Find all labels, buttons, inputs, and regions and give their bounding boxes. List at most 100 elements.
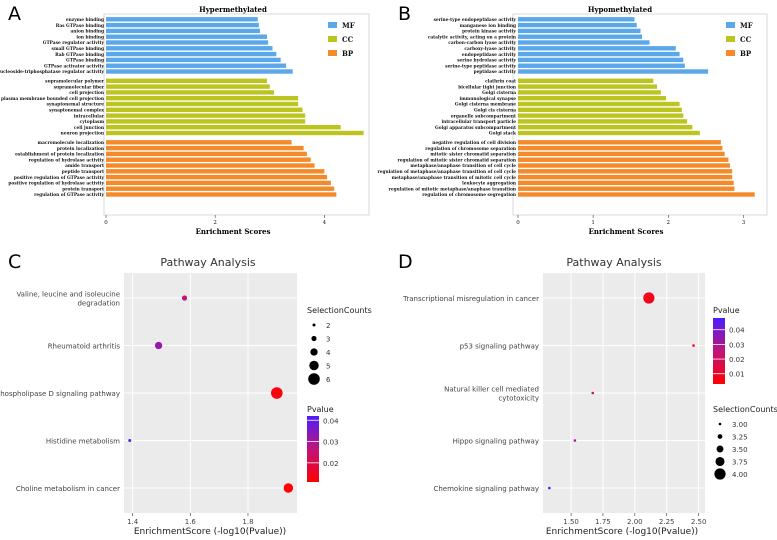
d-size-legend-dot bbox=[714, 468, 726, 480]
a-bar bbox=[106, 163, 315, 168]
b-category-label: regulation of chromosome segregation bbox=[422, 193, 517, 198]
b-category-label: Golgi stack bbox=[489, 132, 517, 137]
a-bar bbox=[106, 57, 281, 63]
c-size-legend-label: 5 bbox=[326, 363, 330, 371]
b-category-label: endopeptidase activity bbox=[462, 53, 517, 58]
c-color-tick-label: 0.02 bbox=[323, 460, 339, 468]
b-category-label: negative regulation of cell division bbox=[432, 141, 517, 146]
b-x-tick-label: 1 bbox=[591, 220, 595, 226]
b-legend-swatch bbox=[726, 22, 735, 28]
a-category-label: positive regulation of GTPase activity bbox=[14, 176, 105, 181]
c-category-label: Histidine metabolism bbox=[46, 438, 120, 446]
b-category-label: regulation of mitotic sister chromatid s… bbox=[398, 158, 517, 163]
a-category-label: ion binding bbox=[76, 35, 104, 40]
c-data-point bbox=[128, 439, 132, 442]
a-category-label: amide transport bbox=[65, 164, 104, 169]
a-bar bbox=[106, 96, 299, 101]
b-legend-swatch bbox=[726, 36, 735, 42]
b-bar bbox=[518, 107, 682, 112]
b-bar bbox=[518, 157, 729, 162]
b-bar bbox=[518, 51, 680, 57]
a-category-label: GTPase regulator activity bbox=[43, 41, 105, 46]
b-category-label: catalytic activity, acting on a protein bbox=[428, 35, 517, 40]
panel-letter-d: D bbox=[398, 251, 413, 273]
c-data-point bbox=[283, 483, 294, 493]
a-category-label: nucleoside-triphosphatase regulator acti… bbox=[0, 70, 105, 75]
d-size-legend-label: 4.00 bbox=[732, 471, 748, 479]
a-category-label: positive regulation of hydrolase activit… bbox=[8, 182, 104, 187]
b-category-label: regulation of metaphase/anaphase transit… bbox=[377, 170, 516, 175]
panel-letter-c: C bbox=[8, 251, 21, 273]
a-category-label: protein localization bbox=[57, 147, 105, 152]
b-category-label: carboxy-lyase activity bbox=[464, 47, 516, 52]
d-x-tick-label: 2.50 bbox=[691, 518, 707, 526]
c-color-tick-label: 0.03 bbox=[323, 439, 339, 447]
c-category-label: Rheumatoid arthritis bbox=[48, 343, 121, 351]
a-bar bbox=[106, 46, 273, 51]
panel-letter-a: A bbox=[8, 3, 21, 25]
d-size-legend-label: 3.75 bbox=[732, 459, 748, 467]
b-category-label: metaphase/anaphase transition of mitotic… bbox=[392, 176, 517, 181]
panel-b-title: Hypomethylated bbox=[588, 5, 652, 14]
b-bar bbox=[518, 125, 693, 130]
d-category-label: Natural killer cell mediated cytotoxicity bbox=[444, 386, 539, 403]
a-legend-swatch bbox=[328, 50, 337, 56]
a-category-label: Rab GTPase binding bbox=[55, 53, 104, 58]
a-legend-label: CC bbox=[342, 35, 354, 44]
c-data-point bbox=[181, 295, 188, 301]
a-x-tick-label: 4 bbox=[323, 220, 327, 226]
a-category-label: Ras GTPase binding bbox=[56, 24, 104, 29]
b-bar bbox=[518, 40, 650, 45]
b-bar bbox=[518, 151, 725, 157]
c-size-legend-label: 4 bbox=[326, 349, 331, 357]
b-bar bbox=[518, 119, 688, 124]
d-color-tick-label: 0.03 bbox=[729, 341, 745, 349]
b-category-label: Golgi cisterna membrane bbox=[455, 103, 516, 108]
a-bar bbox=[106, 63, 287, 68]
panel-b-bar-chart: Hypomethylated serine-type endopeptidase… bbox=[377, 5, 768, 236]
c-size-legend-dot bbox=[309, 360, 319, 371]
d-color-tick-label: 0.04 bbox=[729, 327, 745, 335]
a-bar bbox=[106, 140, 292, 145]
a-bar bbox=[106, 157, 311, 162]
d-size-legend-dot bbox=[718, 422, 722, 426]
b-bar bbox=[518, 163, 730, 168]
a-bar bbox=[106, 145, 304, 151]
a-bar bbox=[106, 174, 328, 180]
b-category-label: regulation of mitotic metaphase/anaphase… bbox=[389, 187, 517, 192]
panel-d-color-legend-title: Pvalue bbox=[713, 306, 740, 315]
panel-a-x-axis-label: Enrichment Scores bbox=[196, 227, 271, 236]
b-bar bbox=[518, 57, 684, 63]
b-bar bbox=[518, 186, 735, 191]
a-category-label: cytoplasm bbox=[80, 120, 105, 125]
a-bar bbox=[106, 119, 306, 124]
b-category-label: Golgi cisterna bbox=[482, 91, 516, 96]
a-legend-swatch bbox=[328, 36, 337, 42]
a-bar bbox=[106, 90, 275, 95]
a-bar bbox=[106, 180, 331, 186]
b-bar bbox=[518, 34, 642, 39]
panel-d-bubble-chart: Pathway Analysis Transcriptional misregu… bbox=[402, 256, 777, 537]
panel-d-color-bar bbox=[713, 318, 725, 384]
panel-c-color-bar bbox=[307, 416, 319, 482]
b-bar bbox=[518, 140, 721, 145]
b-bar bbox=[518, 192, 755, 197]
b-category-label: carbon-carbon lyase activity bbox=[448, 41, 516, 46]
c-size-legend-label: 6 bbox=[326, 376, 331, 384]
d-data-point bbox=[548, 486, 551, 490]
b-category-label: organelle subcompartment bbox=[451, 114, 516, 119]
a-category-label: supramolecular fiber bbox=[54, 85, 105, 90]
a-category-label: GTPase activator activity bbox=[44, 64, 104, 69]
b-bar bbox=[518, 101, 680, 107]
d-size-legend-label: 3.25 bbox=[732, 434, 748, 442]
b-legend-swatch bbox=[726, 50, 735, 56]
panel-c-size-legend-title: SelectionCounts bbox=[307, 306, 372, 315]
c-x-tick-label: 1.6 bbox=[185, 518, 197, 526]
a-bar bbox=[106, 113, 306, 118]
d-x-tick-label: 2.25 bbox=[659, 518, 675, 526]
a-bar bbox=[106, 40, 269, 45]
b-bar bbox=[518, 17, 635, 22]
d-size-legend-dot bbox=[715, 456, 725, 467]
d-category-label: Transcriptional misregulation in cancer bbox=[402, 295, 539, 303]
